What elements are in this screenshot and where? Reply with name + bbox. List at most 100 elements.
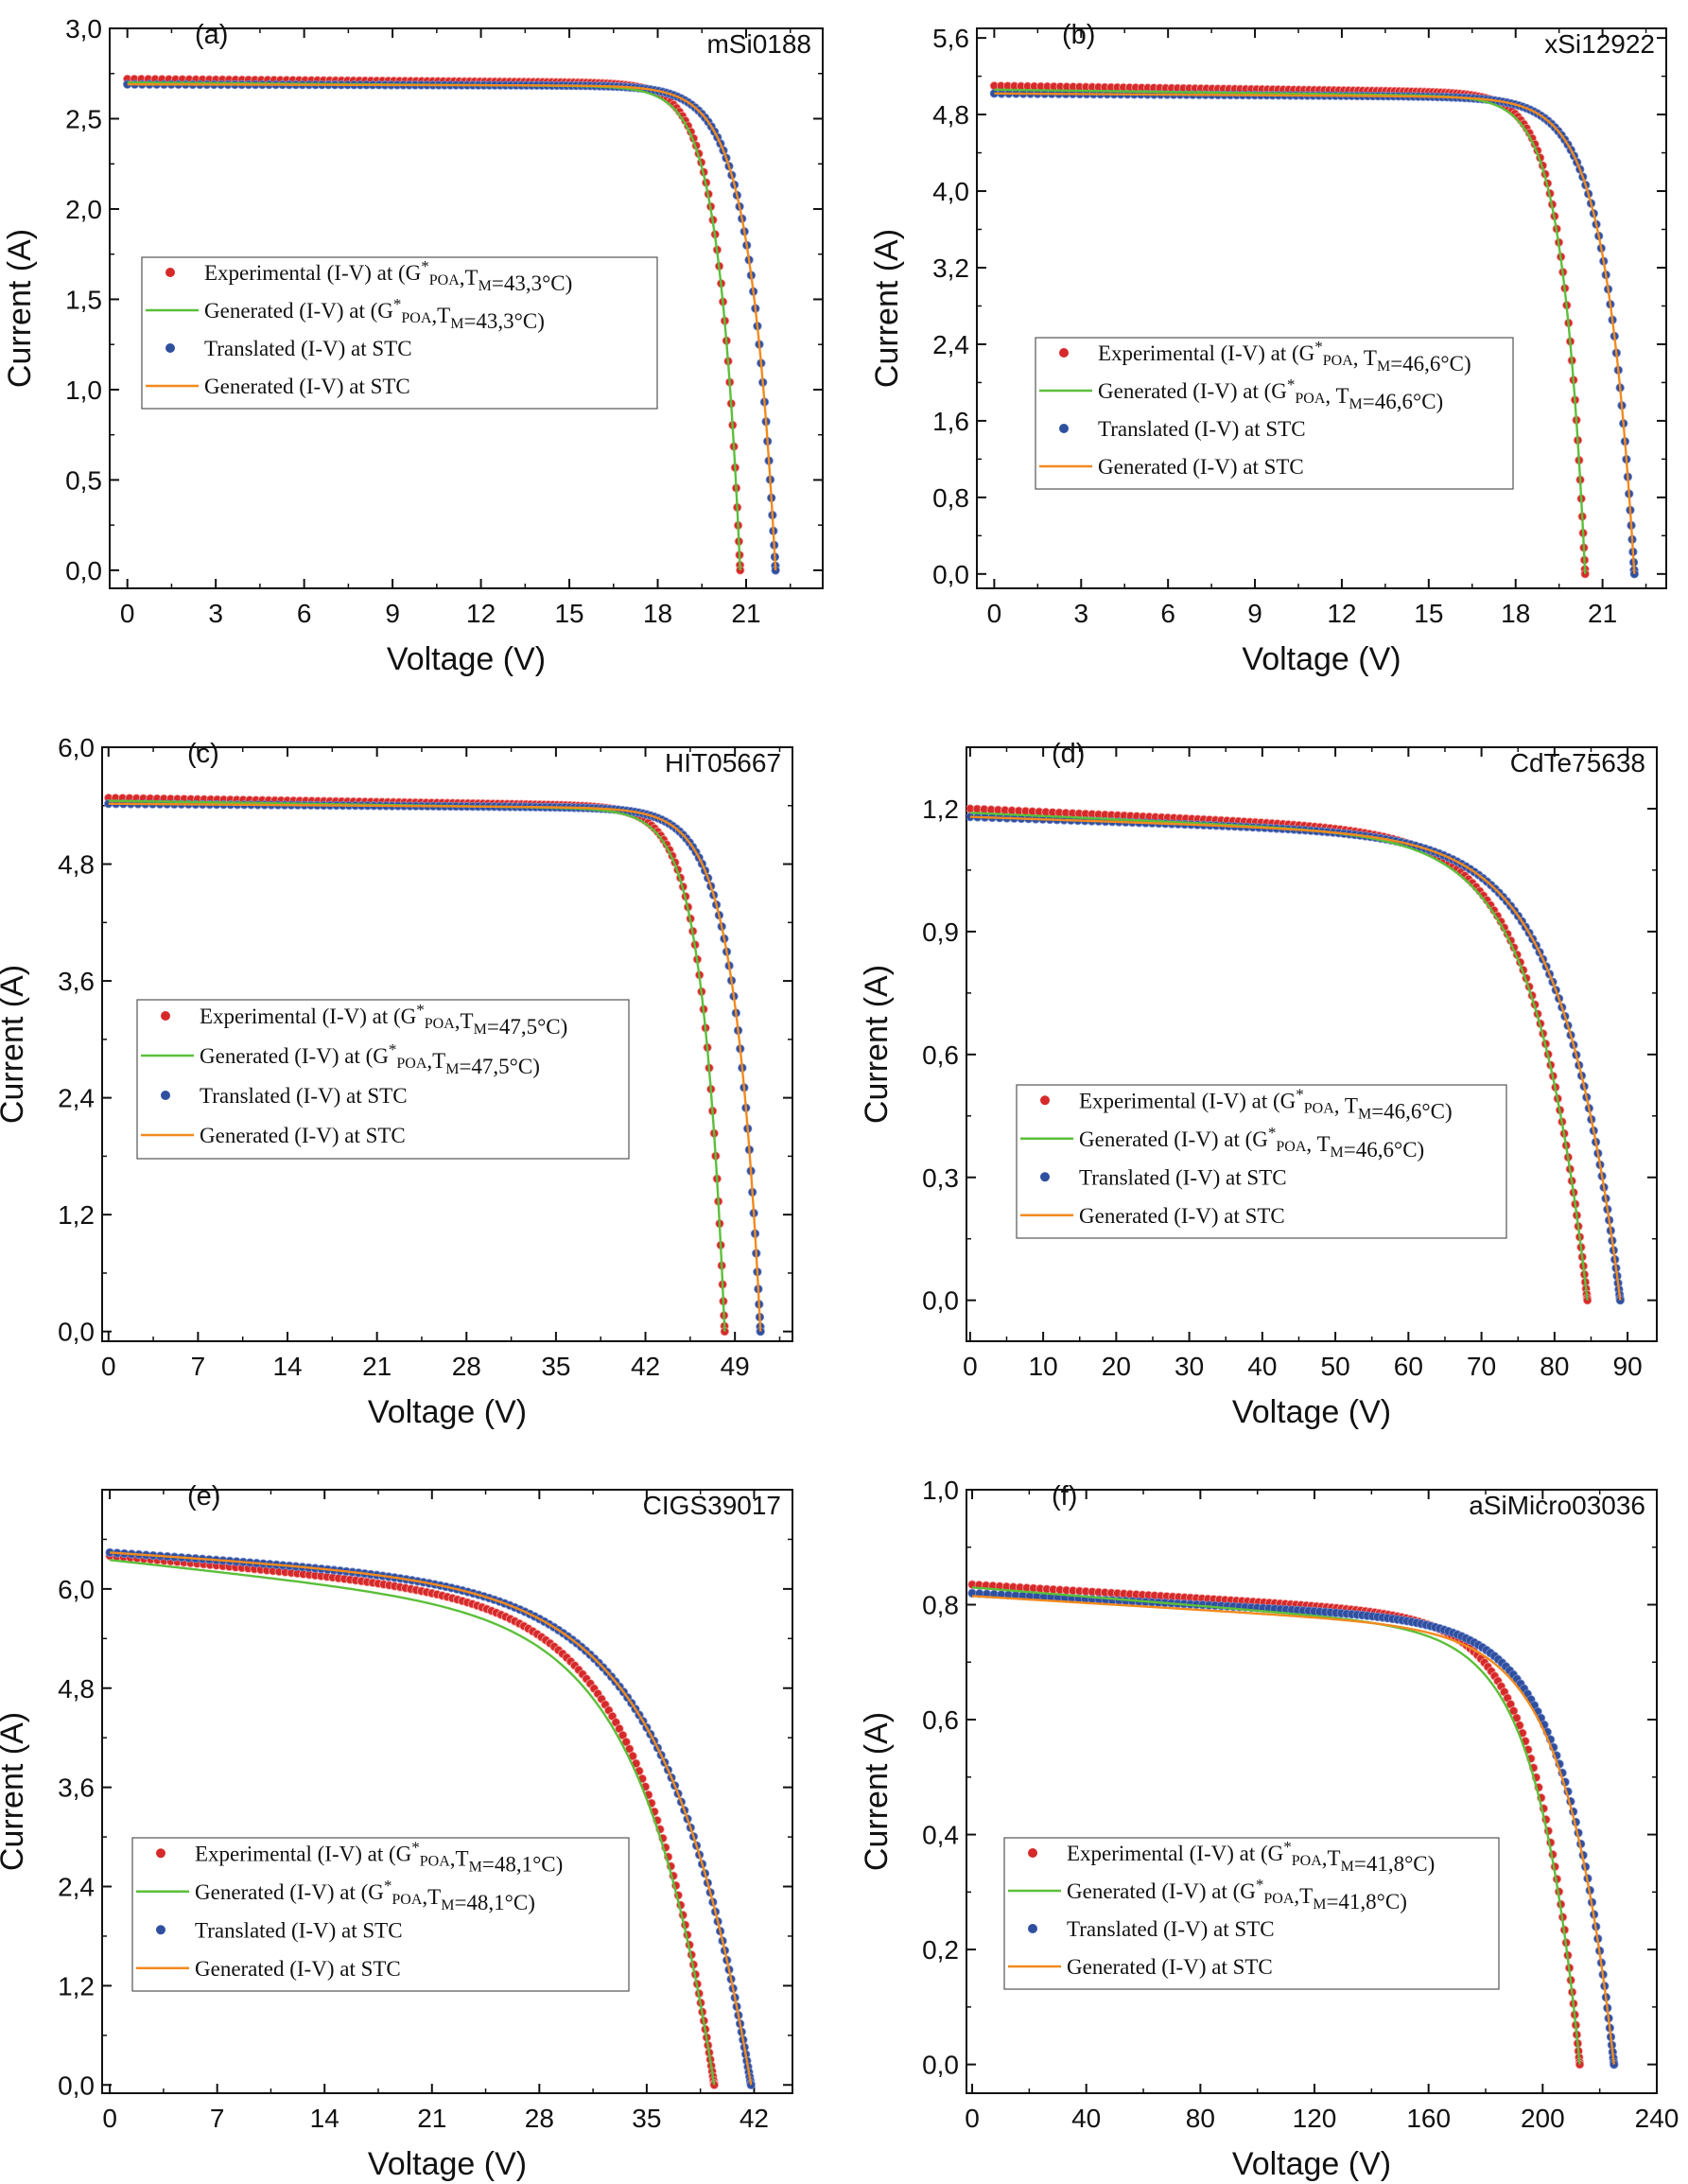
y-tick-label: 4,0 — [932, 177, 969, 206]
legend-box — [136, 999, 630, 1160]
x-tick-label: 240 — [1635, 2104, 1679, 2133]
x-tick-label: 200 — [1521, 2104, 1565, 2133]
x-tick-label: 12 — [1327, 599, 1356, 628]
y-tick-label: 2,4 — [58, 1084, 95, 1113]
x-tick-label: 10 — [1029, 1352, 1058, 1381]
x-tick-label: 70 — [1467, 1352, 1496, 1381]
legend-marker-translated — [156, 1925, 165, 1935]
legend-label: Generated (I-V) at (G*POA,TM=48,1°C) — [195, 1877, 535, 1914]
x-tick-label: 40 — [1247, 1352, 1277, 1381]
module-id: CIGS39017 — [643, 1491, 781, 1520]
x-tick-label: 3 — [208, 599, 223, 628]
experimental-series — [105, 1551, 719, 2089]
legend-label: Generated (I-V) at STC — [1098, 455, 1304, 479]
legend-label: Translated (I-V) at STC — [204, 337, 412, 360]
x-tick-label: 120 — [1293, 2104, 1337, 2133]
y-axis-title: Current (A) — [0, 1712, 30, 1871]
legend-label: Generated (I-V) at (G*POA,TM=47,5°C) — [200, 1040, 540, 1078]
panel-label: (b) — [1062, 20, 1095, 50]
panel-label: (c) — [187, 739, 219, 769]
panel-d: 0 10 20 30 40 50 60 70 80 90 0,0 0,3 0,6 0,9 1,2 Voltag… — [859, 739, 1658, 1430]
legend: Experimental (I-V) at (G*POA, TM=46,6°C)… — [1016, 1084, 1507, 1239]
y-tick-label: 0,2 — [922, 1935, 959, 1965]
y-tick-label: 0,6 — [922, 1040, 959, 1070]
legend-marker-translated — [1059, 424, 1069, 433]
x-tick-label: 0 — [963, 1352, 978, 1381]
data-area — [966, 804, 1626, 1305]
legend-marker-translated — [165, 343, 175, 353]
legend-label: Generated (I-V) at STC — [1079, 1204, 1285, 1228]
legend-box — [1035, 337, 1514, 490]
y-tick-label: 2,4 — [58, 1873, 95, 1902]
legend-label: Experimental (I-V) at (G*POA, TM=46,6°C) — [1098, 338, 1471, 376]
x-tick-label: 7 — [210, 2104, 225, 2133]
data-area — [989, 81, 1640, 579]
x-tick-label: 6 — [1160, 599, 1175, 628]
data-area — [122, 74, 780, 575]
plot-frame — [976, 27, 1667, 589]
module-id: CdTe75638 — [1510, 748, 1645, 778]
legend-label: Generated (I-V) at STC — [195, 1957, 401, 1981]
generated-stc-line — [127, 83, 777, 570]
module-id: aSiMicro03036 — [1469, 1491, 1645, 1520]
x-tick-label: 6 — [297, 599, 312, 628]
experimental-series — [989, 81, 1590, 579]
y-tick-label: 4,8 — [932, 100, 969, 130]
generated-operating-line — [971, 1586, 1581, 2065]
x-tick-label: 18 — [1501, 599, 1530, 628]
y-tick-label: 1,2 — [58, 1971, 95, 2001]
generated-stc-line — [971, 1595, 1615, 2065]
x-tick-label: 21 — [417, 2104, 446, 2133]
y-tick-label: 2,5 — [65, 104, 102, 133]
y-tick-label: 1,2 — [58, 1200, 95, 1230]
y-tick-label: 0,8 — [932, 483, 969, 513]
x-tick-label: 30 — [1175, 1352, 1204, 1381]
x-tick-label: 3 — [1073, 599, 1088, 628]
y-tick-label: 3,6 — [58, 967, 95, 996]
legend-label: Generated (I-V) at STC — [1067, 1955, 1273, 1979]
x-tick-label: 20 — [1102, 1352, 1131, 1381]
y-tick-label: 0,6 — [922, 1705, 959, 1735]
y-tick-label: 0,0 — [58, 2070, 95, 2100]
panel-e: 0 7 14 21 28 35 42 0,0 1,2 2,4 3,6 4,8 6,0 Voltage (V… — [0, 1481, 793, 2182]
panel-f: 0 40 80 120 160 200 240 0,0 0,2 0,4 0,6 0,8 1,0 Volta… — [859, 1476, 1679, 2182]
x-tick-label: 7 — [191, 1352, 206, 1381]
x-tick-label: 12 — [466, 599, 496, 628]
x-axis-title: Voltage (V) — [1232, 1394, 1391, 1430]
x-tick-label: 42 — [740, 2104, 769, 2133]
plot-frame — [966, 1489, 1658, 2094]
legend-marker-experimental — [165, 268, 175, 277]
legend-label: Translated (I-V) at STC — [1079, 1165, 1287, 1189]
y-axis-title: Current (A) — [2, 229, 38, 388]
y-tick-label: 0,5 — [65, 465, 102, 495]
x-tick-label: 21 — [731, 599, 760, 628]
x-axis-title: Voltage (V) — [387, 641, 546, 677]
x-tick-label: 15 — [554, 599, 583, 628]
x-axis-title: Voltage (V) — [368, 2146, 527, 2182]
generated-operating-line — [994, 88, 1587, 574]
legend-label: Experimental (I-V) at (G*POA,TM=41,8°C) — [1067, 1838, 1435, 1876]
y-tick-label: 0,8 — [922, 1591, 959, 1620]
legend: Experimental (I-V) at (G*POA,TM=47,5°C)G… — [136, 999, 630, 1160]
panel-label: (f) — [1052, 1481, 1077, 1511]
legend-marker-translated — [161, 1091, 170, 1100]
legend-marker-translated — [1028, 1924, 1037, 1933]
y-tick-label: 0,9 — [922, 917, 959, 947]
y-tick-label: 1,0 — [922, 1476, 959, 1505]
generated-stc-line — [108, 802, 762, 1332]
data-area — [104, 793, 765, 1337]
y-tick-label: 4,8 — [58, 850, 95, 880]
y-tick-label: 0,4 — [922, 1821, 959, 1850]
x-tick-label: 90 — [1613, 1352, 1643, 1381]
x-tick-label: 28 — [525, 2104, 554, 2133]
y-tick-label: 5,6 — [932, 24, 969, 53]
panel-label: (d) — [1052, 739, 1085, 769]
y-tick-label: 4,8 — [58, 1674, 95, 1704]
x-tick-label: 0 — [102, 2104, 117, 2133]
y-tick-label: 0,0 — [922, 2051, 959, 2080]
x-tick-label: 9 — [1247, 599, 1262, 628]
y-tick-label: 0,0 — [932, 560, 969, 589]
module-id: mSi0188 — [706, 29, 811, 59]
data-area — [967, 1580, 1619, 2070]
